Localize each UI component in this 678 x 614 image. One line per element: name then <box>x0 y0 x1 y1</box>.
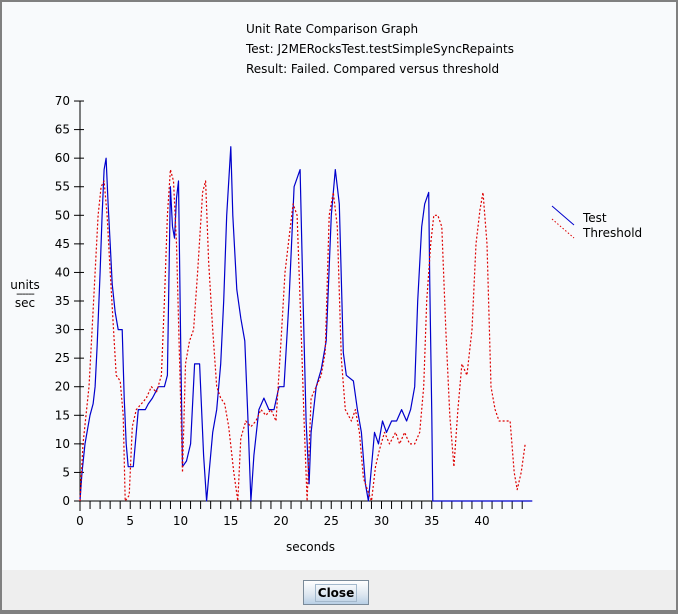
x-tick-label: 15 <box>223 514 238 528</box>
y-tick-label: 10 <box>55 437 70 451</box>
y-tick-label: 60 <box>55 151 70 165</box>
series-threshold <box>79 169 526 502</box>
legend-label-threshold: Threshold <box>583 226 643 240</box>
x-tick-label: 40 <box>474 514 489 528</box>
x-tick-label: 35 <box>424 514 439 528</box>
line-chart: 0 5 10 15 20 25 30 35 40 45 50 55 60 65 70 0 5 10 15 20 25 30… <box>55 94 533 528</box>
chart-title-block: Unit Rate Comparison Graph Test: J2MERoc… <box>246 19 514 79</box>
y-tick-label: 35 <box>55 294 70 308</box>
y-tick-label: 30 <box>55 323 70 337</box>
y-axis-label-divider: ------ <box>16 287 35 300</box>
y-tick-label: 40 <box>55 265 70 279</box>
legend-swatch-dotted-icon <box>551 218 575 239</box>
y-tick-label: 55 <box>55 180 70 194</box>
legend-swatch-solid-icon <box>551 205 575 226</box>
x-tick-label: 25 <box>324 514 339 528</box>
y-tick-label: 50 <box>55 208 70 222</box>
test-name: Test: J2MERocksTest.testSimpleSyncRepain… <box>246 42 514 56</box>
y-tick-label: 5 <box>62 465 70 479</box>
close-button-label: Close <box>314 583 358 602</box>
chart-panel: Unit Rate Comparison Graph Test: J2MERoc… <box>2 2 676 570</box>
result-text: Result: Failed. Compared versus threshol… <box>246 62 500 76</box>
y-tick-label: 65 <box>55 123 70 137</box>
x-tick-label: 30 <box>374 514 389 528</box>
x-tick-label: 10 <box>173 514 188 528</box>
y-tick-label: 25 <box>55 351 70 365</box>
y-tick-label: 15 <box>55 408 70 422</box>
chart-title: Unit Rate Comparison Graph <box>246 22 419 36</box>
close-button[interactable]: Close <box>303 580 369 605</box>
y-axis-label-sec: sec <box>14 296 36 310</box>
x-tick-label: 5 <box>126 514 134 528</box>
x-tick-label: 20 <box>273 514 288 528</box>
y-tick-label: 20 <box>55 380 70 394</box>
y-tick-label: 0 <box>62 494 70 508</box>
x-tick-label: 0 <box>76 514 84 528</box>
y-tick-label: 45 <box>55 237 70 251</box>
x-axis-label: seconds <box>286 540 336 554</box>
legend-label-test: Test <box>583 211 607 225</box>
series-test <box>79 146 533 502</box>
y-axis-label-units: units <box>10 278 40 292</box>
y-tick-label: 70 <box>55 94 70 108</box>
y-axis-label: units ------ sec <box>10 278 40 310</box>
